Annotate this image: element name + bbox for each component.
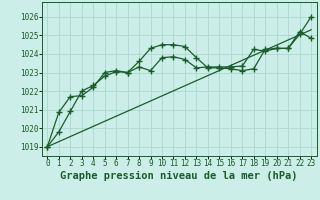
- X-axis label: Graphe pression niveau de la mer (hPa): Graphe pression niveau de la mer (hPa): [60, 171, 298, 181]
